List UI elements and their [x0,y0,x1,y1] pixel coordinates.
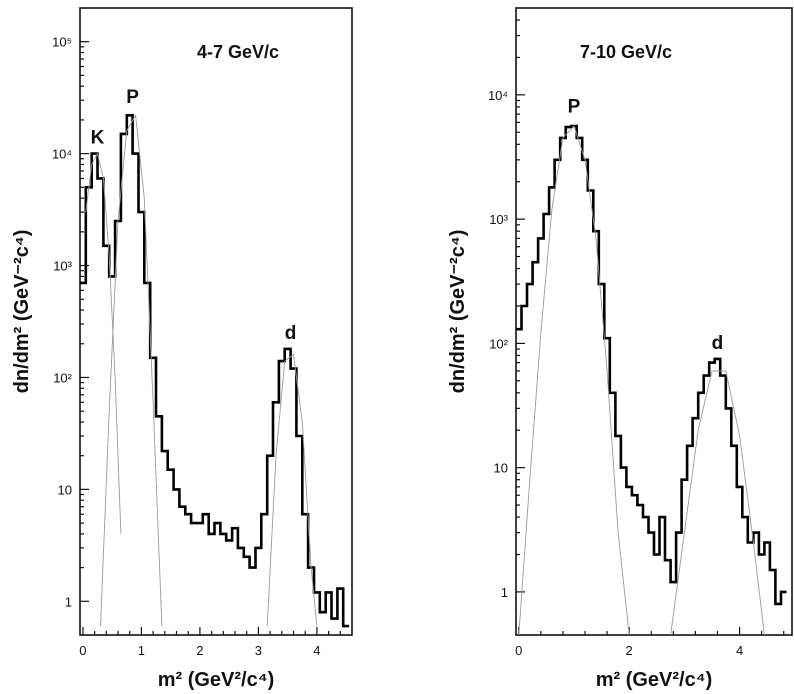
x-tick-label: 0 [515,643,522,658]
y-tick-label: 10³ [53,259,72,274]
plot-frame [79,7,353,636]
histogram-series [516,124,787,606]
y-tick-label: 10 [494,461,508,476]
x-tick-label: 1 [138,643,145,658]
y-tick-label: 1 [501,585,508,600]
gaussian-fit-d-curve [670,370,765,636]
peak-label-p: P [126,87,139,108]
plot-frame [515,7,793,636]
y-tick-label: 10³ [489,212,508,227]
y-tick-label: 10⁴ [488,88,508,103]
x-tick-label: 4 [736,643,743,658]
histogram-series [80,114,350,628]
gaussian-fit-K-curve [85,152,122,534]
x-tick-label: 0 [79,643,86,658]
y-axis-title: dn/dm² (GeV⁻²c⁴) [11,230,33,394]
peak-label-p: P [568,96,581,117]
y-tick-label: 10⁴ [52,147,72,162]
y-tick-label: 10 [58,482,72,497]
right-panel-7-10-gev: 0 2 4 1 10 10² 10³ 10⁴ dn/dm² (GeV⁻²c⁴) m² (GeV²/… [447,7,793,691]
gaussian-fit-P-curve [100,113,163,627]
x-tick-label: 4 [313,643,320,658]
peak-label-k: K [91,128,105,149]
y-axis-title: dn/dm² (GeV⁻²c⁴) [447,230,469,394]
momentum-range-label: 4-7 GeV/c [197,42,279,62]
x-axis-title: m² (GeV²/c⁴) [596,669,713,691]
gaussian-fit-P-curve [518,125,630,636]
peak-label-d: d [285,323,297,344]
momentum-range-label: 7-10 GeV/c [580,42,672,62]
left-panel-4-7-gev: 0 1 2 3 4 1 10 10² 10³ 10⁴ 10⁵ dn/dm² (GeV⁻²c⁴) m² (… [11,7,353,691]
x-tick-label: 3 [255,643,262,658]
peak-label-d: d [712,333,724,354]
gaussian-fit-d-curve [266,353,318,627]
y-tick-label: 1 [65,594,72,609]
y-tick-label: 10⁵ [52,35,72,50]
y-tick-label: 10² [53,370,72,385]
x-tick-label: 2 [196,643,203,658]
x-tick-label: 2 [626,643,633,658]
y-tick-label: 10² [489,336,508,351]
x-axis-title: m² (GeV²/c⁴) [158,669,275,691]
